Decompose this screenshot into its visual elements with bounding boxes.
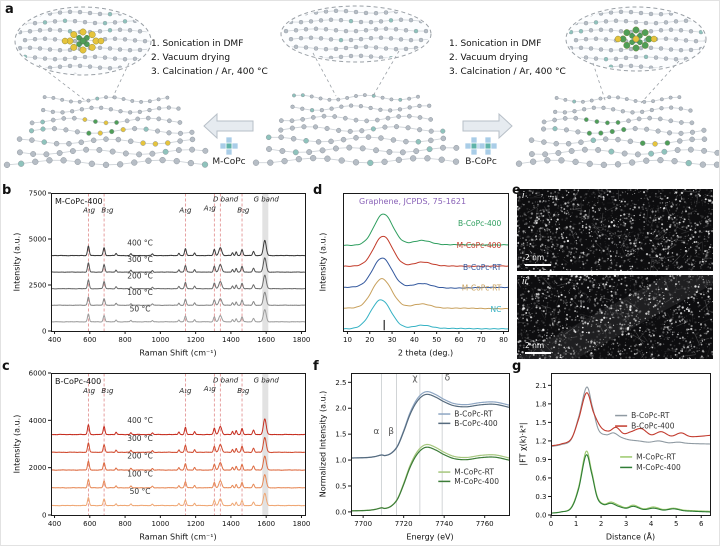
exafs-chart <box>517 367 715 543</box>
panel-label-d: d <box>313 183 323 198</box>
step-1: 1. Sonication in DMF <box>151 39 244 49</box>
tem-image-ii: ii 2 nm <box>517 275 713 359</box>
panel-a-schematic <box>3 5 719 169</box>
m-copc-label: M-CoPc <box>212 157 246 167</box>
tem-roman-label-i: i <box>522 191 525 201</box>
raman-chart-b-copc-400 <box>11 367 311 543</box>
tem-canvas-ii <box>517 275 713 359</box>
tem-roman-label-ii: ii <box>522 277 528 287</box>
scale-bar-i: 2 nm <box>525 254 551 266</box>
b-copc-label: B-CoPc <box>465 157 497 167</box>
scale-bar-text: 2 nm <box>525 341 545 350</box>
step-2: 2. Vacuum drying <box>449 53 529 63</box>
tem-canvas-i <box>517 189 713 271</box>
process-steps-left: 1. Sonication in DMF 2. Vacuum drying 3.… <box>151 37 268 79</box>
process-steps-right: 1. Sonication in DMF 2. Vacuum drying 3.… <box>449 37 566 79</box>
scale-bar-ii: 2 nm <box>525 342 551 354</box>
step-1: 1. Sonication in DMF <box>449 39 542 49</box>
scale-bar-line <box>525 264 551 266</box>
step-3: 3. Calcination / Ar, 400 °C <box>449 67 566 77</box>
tem-image-i: i 2 nm <box>517 189 713 271</box>
panel-label-g: g <box>512 359 522 374</box>
panel-label-e: e <box>512 183 521 198</box>
raman-chart-m-copc-400 <box>11 187 311 359</box>
scale-bar-text: 2 nm <box>525 253 545 262</box>
scale-bar-line <box>525 352 551 354</box>
panel-label-a: a <box>5 2 14 17</box>
panel-label-c: c <box>2 359 10 374</box>
panel-label-b: b <box>2 183 12 198</box>
step-2: 2. Vacuum drying <box>151 53 231 63</box>
xanes-chart <box>317 367 513 543</box>
panel-label-f: f <box>313 359 319 374</box>
xrd-chart <box>317 187 513 359</box>
step-3: 3. Calcination / Ar, 400 °C <box>151 67 268 77</box>
